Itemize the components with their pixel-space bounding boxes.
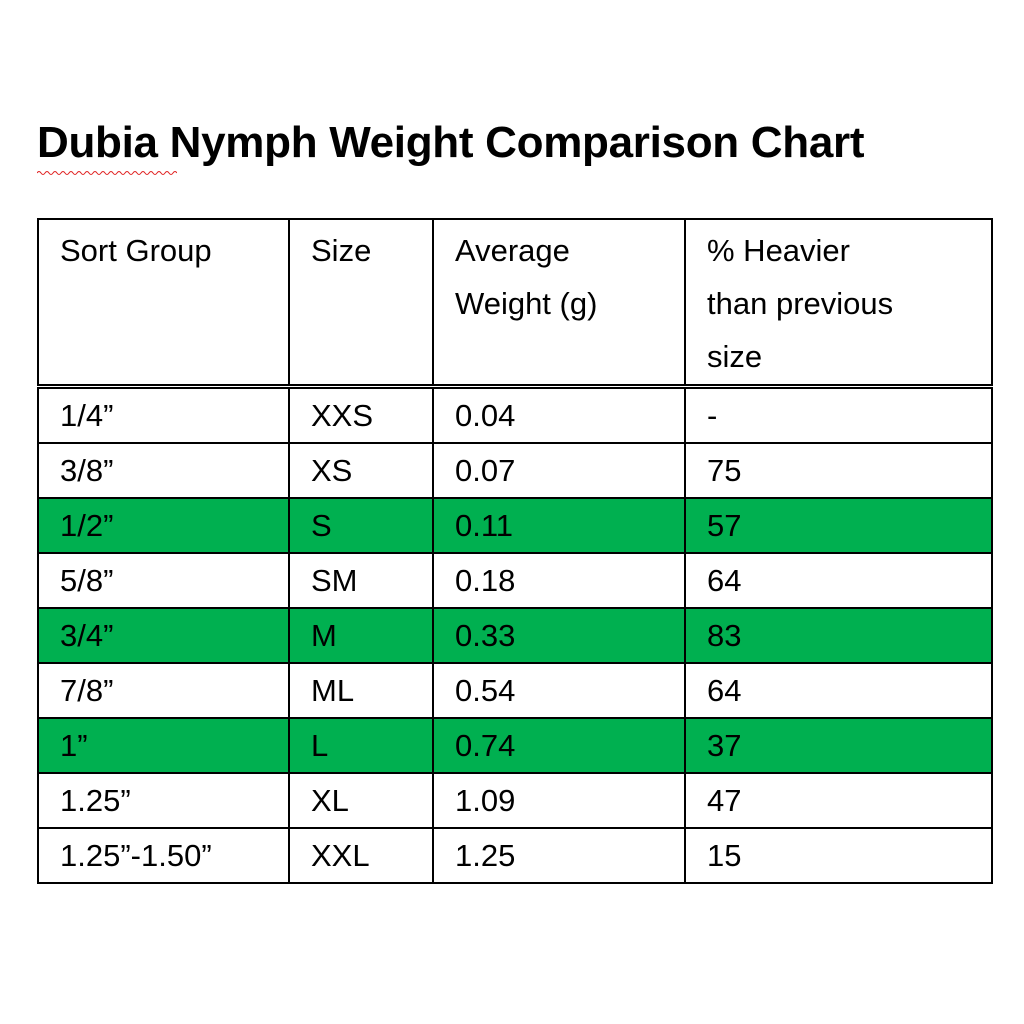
table-cell: 0.04 <box>432 385 686 444</box>
table-cell: 5/8” <box>37 552 290 609</box>
table-row: 3/4” M 0.33 83 <box>37 607 993 664</box>
weight-table: Sort Group Size Average Weight (g) % Heavier… <box>37 218 993 884</box>
table-cell: L <box>288 717 434 774</box>
table-cell: 3/4” <box>37 607 290 664</box>
table-cell: 0.11 <box>432 497 686 554</box>
table-cell: 15 <box>684 827 993 884</box>
header-cell: Average Weight (g) <box>432 218 686 389</box>
table-row: 5/8” SM 0.18 64 <box>37 552 993 609</box>
table-cell: SM <box>288 552 434 609</box>
table-cell: 0.33 <box>432 607 686 664</box>
table-cell: 57 <box>684 497 993 554</box>
table-row: 1/4” XXS 0.04- <box>37 385 993 444</box>
spellcheck-underline <box>37 171 177 175</box>
header-line: Weight (g) <box>455 286 598 321</box>
header-line: than previous <box>707 286 894 321</box>
table-row: 1” L 0.74 37 <box>37 717 993 774</box>
table-cell: 1.25 <box>432 827 686 884</box>
table-cell: 37 <box>684 717 993 774</box>
header-cell: Sort Group <box>37 218 290 389</box>
table-cell: XS <box>288 442 434 499</box>
table-cell: 64 <box>684 552 993 609</box>
header-line: % Heavier <box>707 233 850 268</box>
table-cell: 83 <box>684 607 993 664</box>
table-cell: 1.25”-1.50” <box>37 827 290 884</box>
table-row: 7/8” ML 0.54 64 <box>37 662 993 719</box>
table-cell: 0.18 <box>432 552 686 609</box>
header-line: Size <box>311 233 372 268</box>
table-cell: XXS <box>288 385 434 444</box>
table-cell: 1” <box>37 717 290 774</box>
table-cell: 1/4” <box>37 385 290 444</box>
table-cell: ML <box>288 662 434 719</box>
table-row: 1.25” XL 1.09 47 <box>37 772 993 829</box>
table-cell: 47 <box>684 772 993 829</box>
table-row: 1.25”-1.50” XXL 1.25 15 <box>37 827 993 884</box>
table-cell: 0.07 <box>432 442 686 499</box>
table-cell: 1.09 <box>432 772 686 829</box>
header-line: Average <box>455 233 570 268</box>
header-line: Sort Group <box>60 233 212 268</box>
table-cell: 7/8” <box>37 662 290 719</box>
table-row: 1/2” S 0.11 57 <box>37 497 993 554</box>
table-cell: - <box>684 385 993 444</box>
header-cell: Size <box>288 218 434 389</box>
table-cell: 3/8” <box>37 442 290 499</box>
table-cell: 75 <box>684 442 993 499</box>
table-cell: 64 <box>684 662 993 719</box>
table-cell: XXL <box>288 827 434 884</box>
table-cell: M <box>288 607 434 664</box>
table-cell: 1.25” <box>37 772 290 829</box>
table-cell: XL <box>288 772 434 829</box>
header-line: size <box>707 339 763 374</box>
header-row: Sort Group Size Average Weight (g) % Heavier… <box>37 218 993 389</box>
table-row: 3/8” XS 0.07 75 <box>37 442 993 499</box>
title: Dubia Nymph Weight Comparison Chart <box>37 118 865 167</box>
table-cell: 1/2” <box>37 497 290 554</box>
table-cell: 0.54 <box>432 662 686 719</box>
table-cell: S <box>288 497 434 554</box>
table-cell: 0.74 <box>432 717 686 774</box>
header-cell: % Heavier than previous size <box>684 218 993 389</box>
